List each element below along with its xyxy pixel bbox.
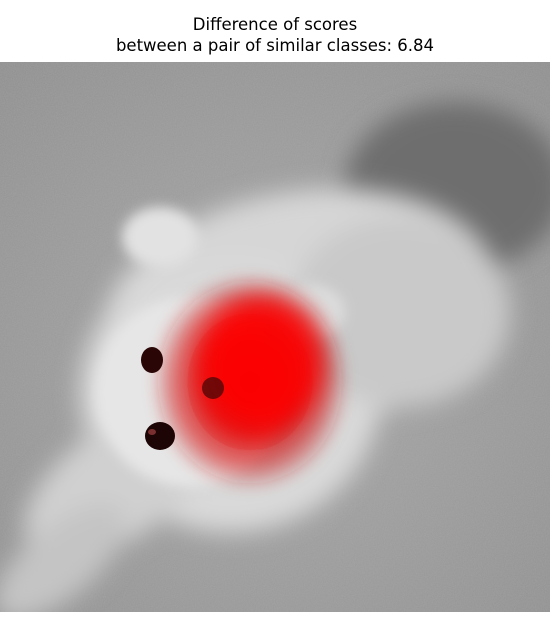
- title-line-1: Difference of scores: [192, 15, 358, 34]
- dog-eye-right: [202, 377, 224, 399]
- title-line-2: between a pair of similar classes: 6.84: [115, 36, 435, 55]
- dog-ear-left: [122, 207, 198, 267]
- dog-nose: [145, 422, 175, 450]
- dog-photo-with-heatmap: [0, 62, 550, 612]
- figure-title: Difference of scores between a pair of s…: [0, 14, 550, 56]
- dog-eye-left: [141, 347, 163, 373]
- saliency-image: [0, 62, 550, 612]
